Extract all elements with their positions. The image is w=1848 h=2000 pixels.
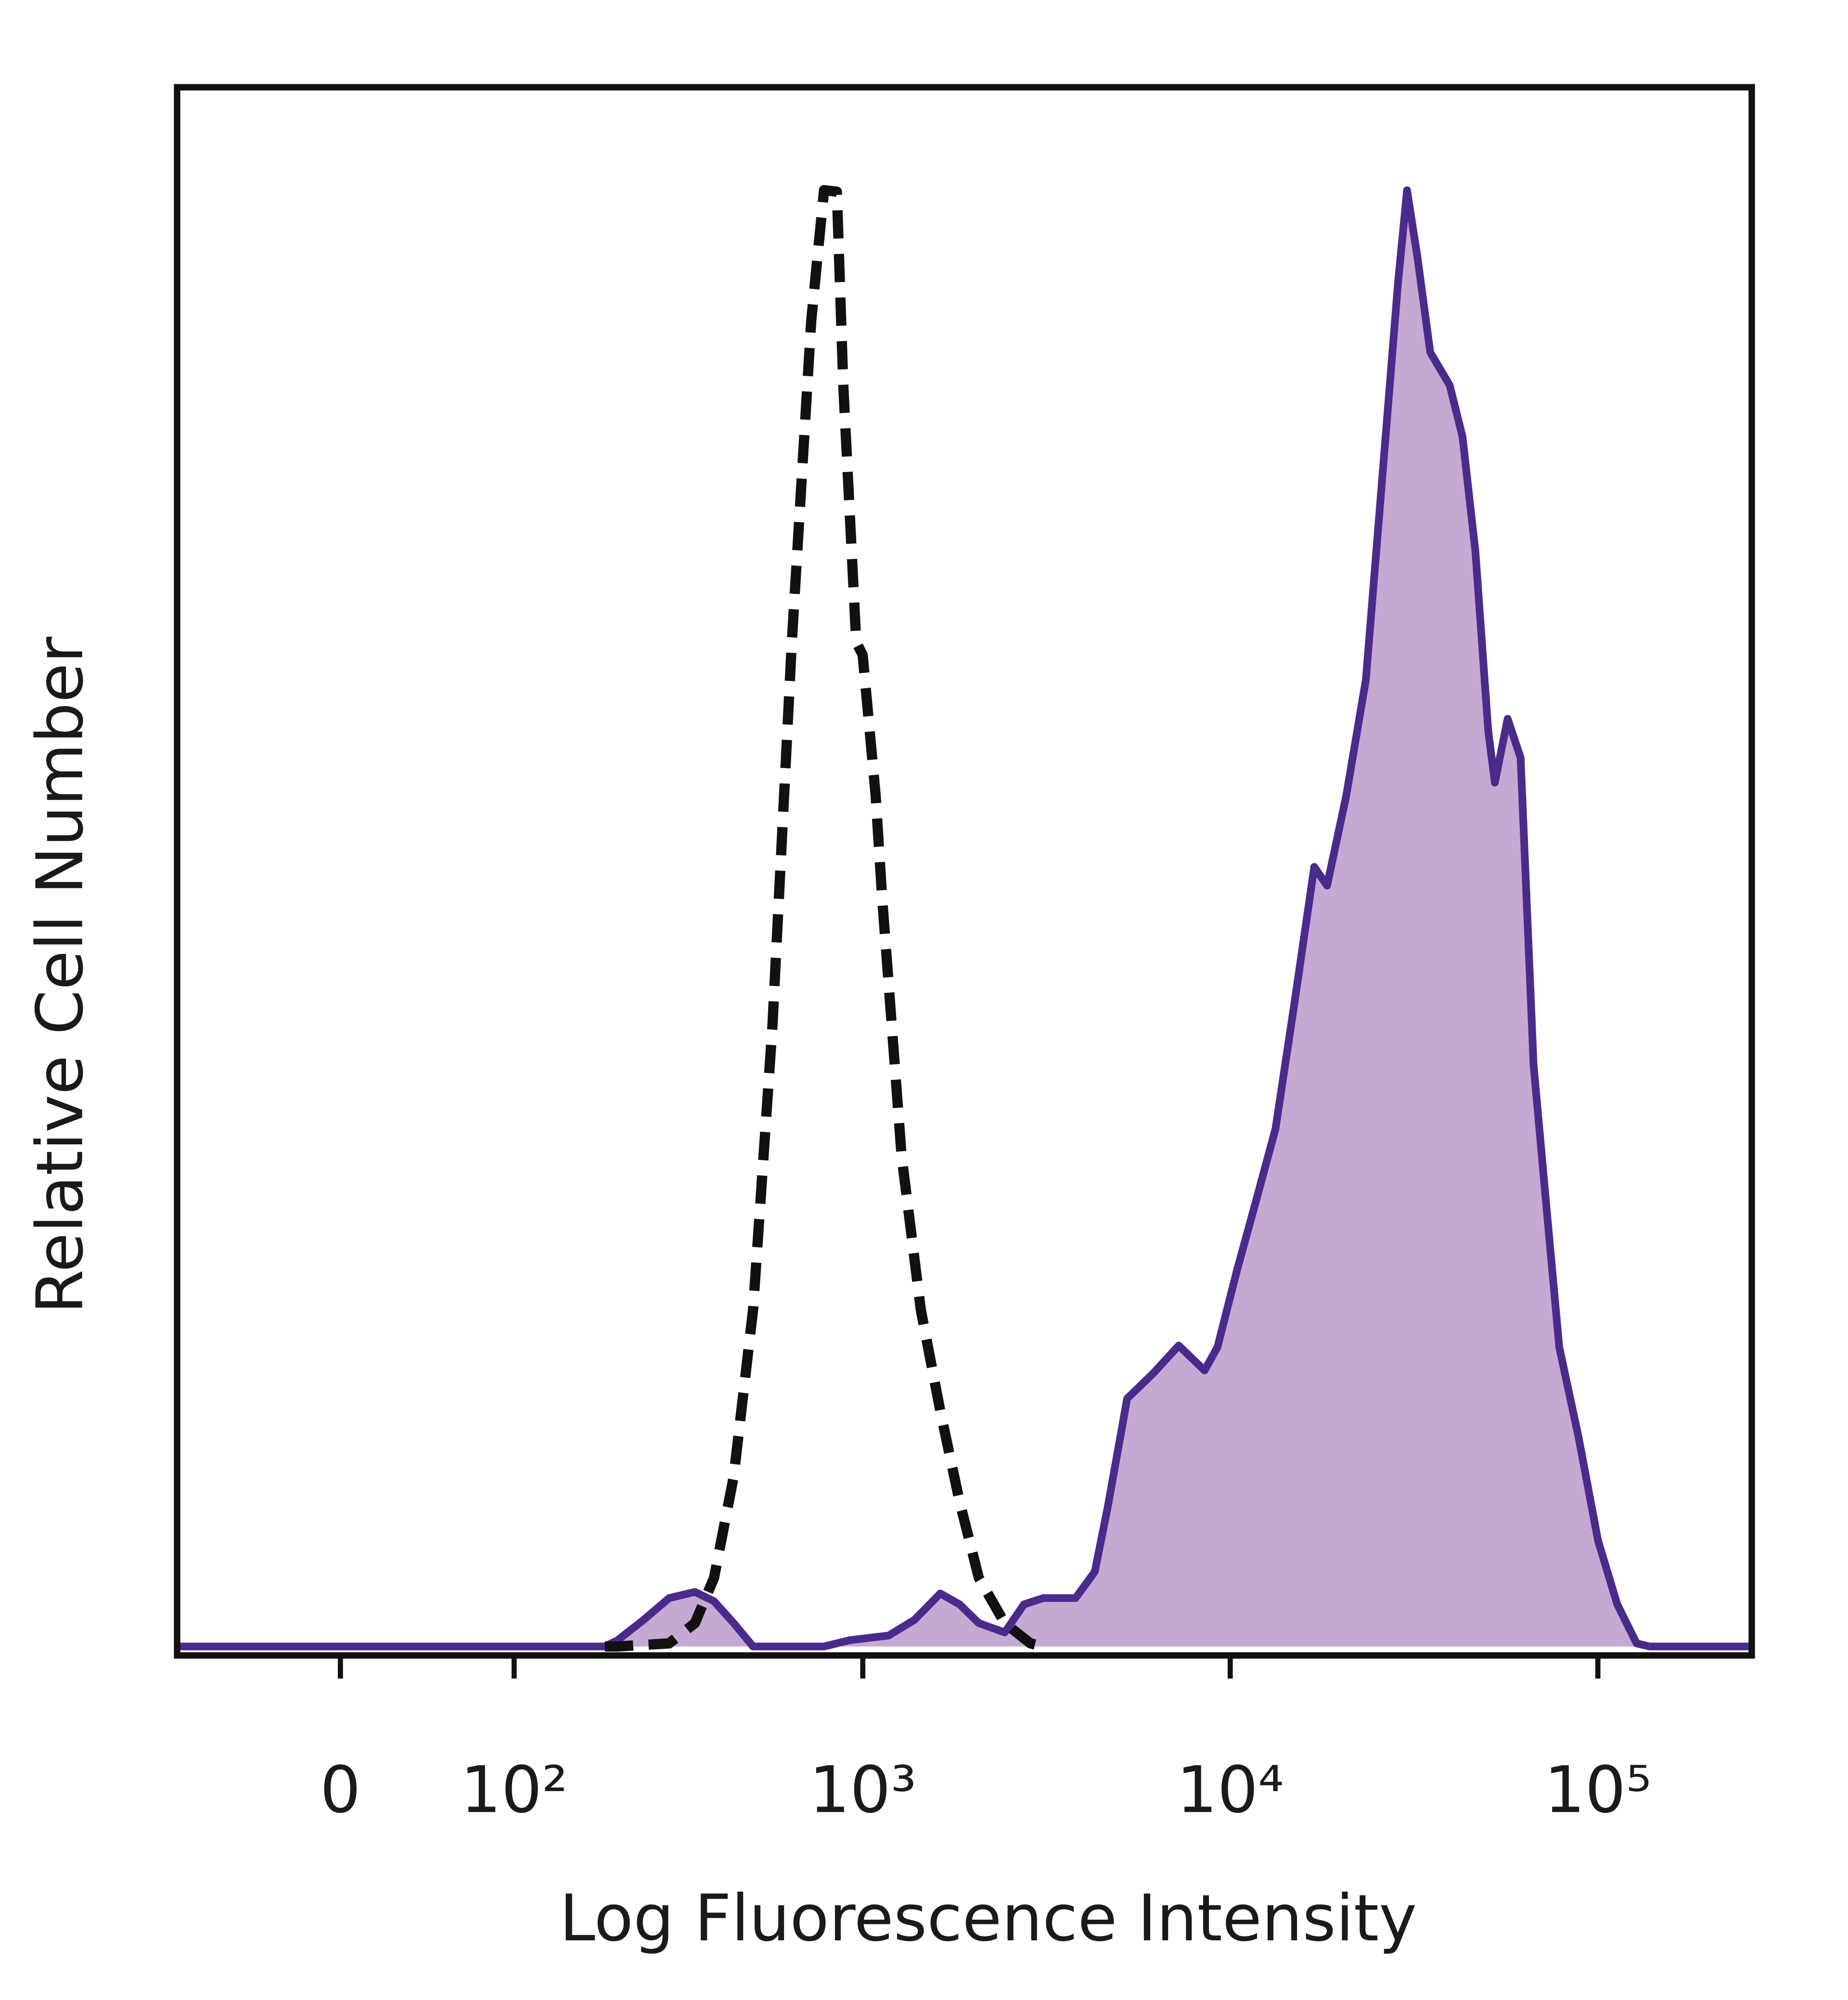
outline: [177, 186, 1752, 1651]
plot-frame: [174, 84, 1755, 1659]
x-tick-label: 10⁴: [1177, 1753, 1284, 1827]
area-fill: [177, 190, 1752, 1647]
x-tick-label: 10³: [809, 1753, 916, 1827]
x-tick-label: 10²: [461, 1753, 568, 1827]
dashed-line: [605, 185, 1045, 1652]
x-tick-label: 10⁵: [1544, 1753, 1652, 1827]
plot-area: [177, 185, 1752, 1652]
x-tick-label: 0: [320, 1753, 361, 1827]
x-axis-label: Log Fluorescence Intensity: [560, 1881, 1417, 1956]
y-axis-label: Relative Cell Number: [23, 637, 98, 1314]
